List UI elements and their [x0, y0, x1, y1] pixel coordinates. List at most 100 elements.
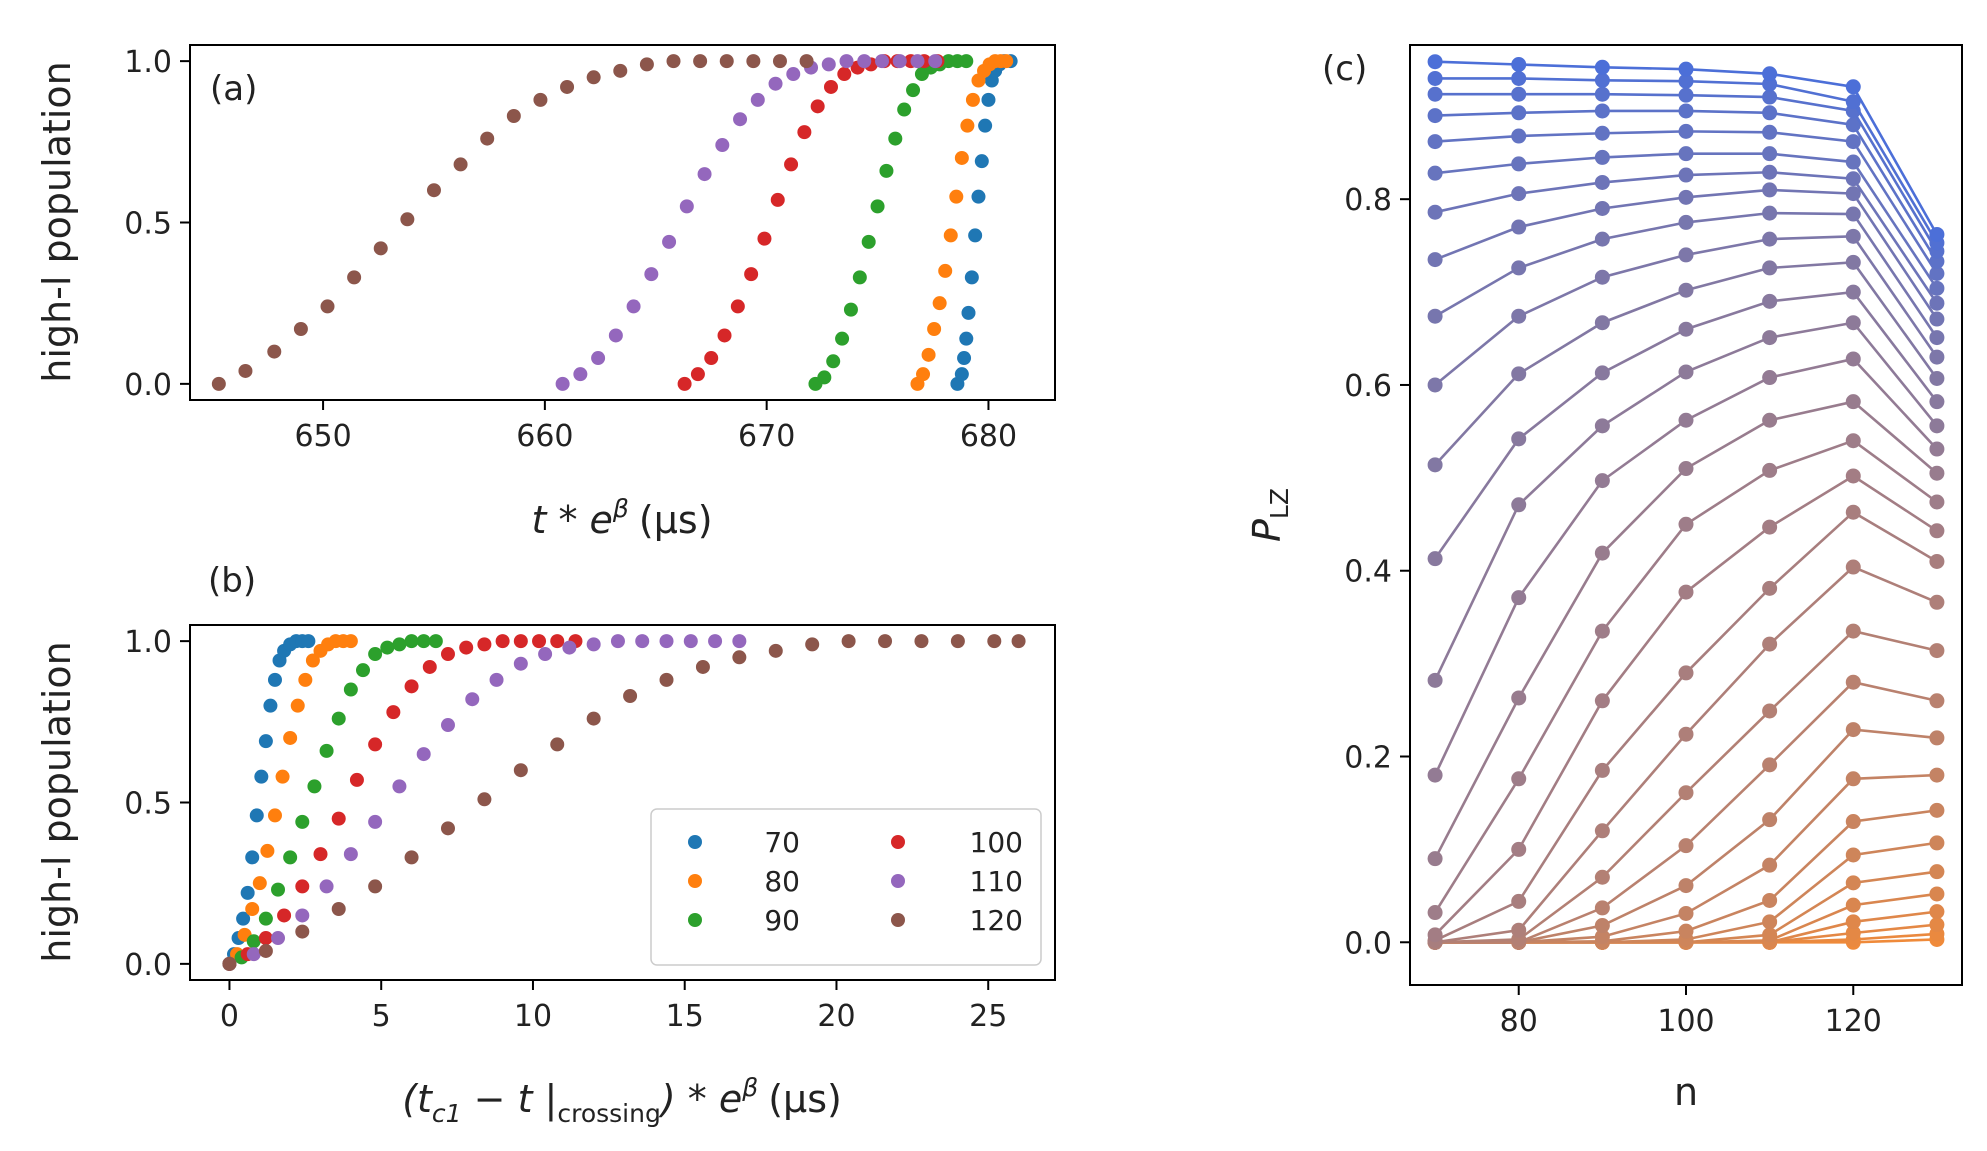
panel-b-point-n110	[392, 779, 407, 794]
panel-c-point	[1678, 123, 1694, 139]
panel-b-xtick-label: 10	[514, 999, 552, 1034]
panel-c-series-line	[1435, 809, 1938, 944]
panel-a-point-n110	[679, 199, 694, 214]
panel-c-point	[1594, 269, 1610, 285]
panel-b-point-n80	[305, 653, 320, 668]
panel-c-point	[1762, 231, 1778, 247]
panel-a-point-n120	[373, 241, 388, 256]
panel-b-point-n120	[695, 659, 710, 674]
panel-c-point	[1678, 665, 1694, 681]
panel-c-point	[1678, 726, 1694, 742]
panel-a-point-n120	[453, 157, 468, 172]
panel-c-point	[1929, 370, 1945, 386]
panel-c-point	[1845, 94, 1861, 110]
panel-c-point	[1929, 904, 1945, 920]
panel-a-ytick-label: 0.0	[124, 368, 172, 403]
panel-b-point-n120	[404, 850, 419, 865]
panel-c-ytick-label: 0.8	[1344, 183, 1392, 218]
panel-c-point	[1678, 584, 1694, 600]
panel-a-point-n90	[888, 131, 903, 146]
panel-b-point-n90	[416, 634, 431, 649]
panel-c-point	[1427, 165, 1443, 181]
panel-c-point	[1427, 672, 1443, 688]
panel-b-point-n70	[267, 672, 282, 687]
panel-c-point	[1427, 108, 1443, 124]
panel-c-point	[1762, 636, 1778, 652]
panel-c-point	[1511, 366, 1527, 382]
panel-c-point	[1594, 929, 1610, 945]
panel-b-point-n90	[258, 911, 273, 926]
panel-c-point	[1594, 869, 1610, 885]
panel-c-point	[1511, 219, 1527, 235]
legend-marker-n100	[891, 835, 905, 849]
panel-a-xlabel: t * eβ (μs)	[531, 494, 712, 542]
panel-b-xlabel-end: ) * e	[658, 1077, 742, 1121]
panel-b-ytick-label: 0.5	[124, 787, 172, 822]
panel-a-point-n120	[320, 299, 335, 314]
panel-b-point-n90	[331, 711, 346, 726]
panel-a-point-n80	[965, 92, 980, 107]
panel-c-point	[1594, 823, 1610, 839]
panel-b-xtick-label: 15	[666, 999, 704, 1034]
panel-a-point-n120	[639, 57, 654, 72]
panel-b-point-n100	[440, 647, 455, 662]
panel-a-point-n120	[799, 54, 814, 69]
panel-c-point	[1929, 835, 1945, 851]
panel-a-point-n80	[932, 296, 947, 311]
panel-c-point	[1929, 553, 1945, 569]
panel-b-point-n120	[950, 634, 965, 649]
panel-a-point-n90	[852, 270, 867, 285]
panel-a-point-n110	[697, 167, 712, 182]
panel-c-point	[1929, 643, 1945, 659]
panel-c-point	[1594, 315, 1610, 331]
panel-b-point-n90	[380, 640, 395, 655]
panel-c-point	[1845, 771, 1861, 787]
panel-c-point	[1678, 838, 1694, 854]
panel-c-point	[1762, 293, 1778, 309]
panel-a-point-n70	[981, 92, 996, 107]
panel-c-point	[1511, 308, 1527, 324]
panel-a-point-n120	[533, 92, 548, 107]
panel-c-point	[1845, 814, 1861, 830]
panel-c-point	[1762, 330, 1778, 346]
panel-c-point	[1762, 412, 1778, 428]
panel-c-point	[1845, 433, 1861, 449]
panel-c-point	[1594, 623, 1610, 639]
legend-label-n110: 110	[970, 865, 1023, 898]
panel-c-ytick-label: 0.4	[1344, 555, 1392, 590]
panel-c-point	[1762, 703, 1778, 719]
panel-a-point-n110	[662, 234, 677, 249]
panel-c-point	[1845, 559, 1861, 575]
panel-b-xtick-label: 20	[817, 999, 855, 1034]
panel-c-point	[1594, 86, 1610, 102]
panel-b-point-n120	[841, 634, 856, 649]
panel-c-point	[1678, 923, 1694, 939]
panel-a-point-n80	[999, 54, 1014, 69]
panel-c-point	[1427, 851, 1443, 867]
panel-b-point-n90	[295, 814, 310, 829]
panel-b-legend: 70 80 90 100 110 120	[650, 808, 1042, 966]
panel-c-point	[1762, 914, 1778, 930]
panel-a-point-n110	[857, 54, 872, 69]
panel-a-point-n100	[837, 67, 852, 82]
panel-a-point-n110	[821, 57, 836, 72]
panel-c-point	[1511, 690, 1527, 706]
panel-b-point-n120	[477, 792, 492, 807]
panel-a-point-n100	[717, 328, 732, 343]
panel-c-point	[1678, 103, 1694, 119]
panel-b-point-n100	[495, 634, 510, 649]
panel-c-point	[1678, 282, 1694, 298]
panel-c-point	[1845, 351, 1861, 367]
panel-c-point	[1845, 914, 1861, 930]
panel-a-point-n110	[768, 76, 783, 91]
panel-b-point-n70	[236, 911, 251, 926]
panel-b-point-n100	[513, 634, 528, 649]
panel-a-point-n100	[744, 267, 759, 282]
panel-c-point	[1845, 315, 1861, 331]
panel-b: 0 5 10 15 20 25 0.0 0.5 1.0 (b) high-l populatio…	[35, 561, 1056, 1128]
panel-a-point-n110	[750, 92, 765, 107]
panel-a-point-n70	[961, 305, 976, 320]
panel-c-point	[1678, 73, 1694, 89]
panel-c-point	[1845, 186, 1861, 202]
panel-a-xlabel-sup: β	[612, 494, 629, 523]
